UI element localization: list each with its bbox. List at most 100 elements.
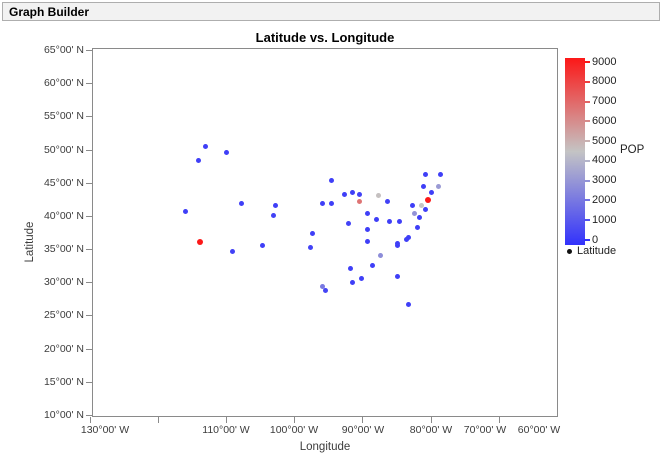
x-tick-label: 130°00' W [80,424,130,436]
data-point[interactable] [435,183,441,189]
data-point[interactable] [350,190,356,196]
y-tick-label: 50°00' N [43,143,84,156]
y-tick-mark [86,249,92,251]
data-point[interactable] [356,191,362,197]
data-point[interactable] [364,238,370,244]
data-point[interactable] [345,220,351,226]
data-point[interactable] [356,199,362,205]
data-point[interactable] [365,227,371,233]
y-tick-label: 35°00' N [43,243,84,256]
legend-tick-label: 0 [592,233,599,246]
data-point[interactable] [307,244,313,250]
data-point[interactable] [328,177,334,183]
legend-tick-mark [584,100,590,103]
data-point[interactable] [419,202,425,208]
legend-tick-mark [584,179,590,182]
data-point[interactable] [410,202,416,208]
data-point[interactable] [387,218,393,224]
legend-tick-mark [584,159,590,162]
y-tick-mark [86,282,92,284]
legend-tick-label: 3000 [592,174,617,187]
legend-tick-mark [584,140,590,143]
data-point[interactable] [322,287,328,293]
data-point[interactable] [420,184,426,190]
data-point[interactable] [376,193,382,199]
data-point[interactable] [428,189,434,195]
y-tick-mark [86,315,92,317]
data-point[interactable] [319,201,325,207]
chart-title: Latitude vs. Longitude [255,30,395,45]
x-tick-mark [362,417,364,423]
x-tick-mark [89,417,91,423]
data-point[interactable] [196,158,202,164]
x-tick-mark [498,417,500,423]
data-point[interactable] [377,253,383,259]
data-point[interactable] [271,213,277,219]
data-point[interactable] [422,171,428,177]
x-tick-mark [226,417,228,423]
x-tick-label: 90°00' W [341,424,385,436]
data-point[interactable] [406,302,412,308]
data-point[interactable] [202,143,208,149]
data-point[interactable] [197,238,204,245]
data-point[interactable] [238,201,244,207]
data-point[interactable] [182,209,188,215]
data-point[interactable] [364,211,370,217]
y-tick-mark [86,83,92,85]
data-point[interactable] [404,236,410,242]
y-tick-mark [86,49,92,51]
window-title: Graph Builder [9,4,90,19]
data-point[interactable] [259,243,265,249]
data-point[interactable] [223,149,229,155]
legend-tick-label: 7000 [592,95,617,108]
legend-latitude-label: Latitude [577,245,617,257]
data-point[interactable] [369,263,375,269]
legend-tick-mark [584,80,590,83]
data-point[interactable] [359,275,365,281]
y-tick-mark [86,116,92,118]
y-tick-label: 20°00' N [43,342,84,355]
outline-title-bar[interactable]: Graph Builder [2,2,660,21]
data-point[interactable] [329,201,335,207]
x-tick-mark [294,417,296,423]
y-tick-label: 15°00' N [43,375,84,388]
x-tick-label: 80°00' W [409,424,453,436]
data-point[interactable] [412,210,418,216]
y-tick-mark [86,215,92,217]
x-axis-title: Longitude [299,441,351,453]
x-tick-label: 60°00' W [517,424,561,436]
y-tick-mark [86,415,92,416]
data-point[interactable] [273,202,279,208]
data-point[interactable] [417,215,423,221]
data-point[interactable] [347,265,353,271]
y-tick-label: 40°00' N [43,209,84,222]
data-point[interactable] [415,224,421,230]
y-tick-label: 10°00' N [43,409,84,421]
data-point[interactable] [424,196,431,203]
pop-gradient-legend[interactable] [565,58,585,245]
y-axis-title: Latitude [24,221,36,263]
data-point[interactable] [438,172,444,178]
x-tick-mark [430,417,432,423]
data-point[interactable] [394,274,400,280]
data-point[interactable] [397,219,403,225]
legend-tick-label: 4000 [592,154,617,167]
data-point[interactable] [349,280,355,286]
legend-tick-mark [584,219,590,222]
legend-tick-mark [584,199,590,202]
plot-area[interactable] [92,48,558,417]
data-point[interactable] [229,249,235,255]
data-point[interactable] [394,240,400,246]
data-point[interactable] [342,192,348,198]
legend-tick-label: 8000 [592,75,617,88]
data-point[interactable] [385,199,391,205]
data-point[interactable] [310,230,316,236]
legend-pop-title: POP [620,144,645,156]
data-point[interactable] [422,206,428,212]
y-tick-label: 55°00' N [43,110,84,123]
y-tick-mark [86,149,92,151]
legend-latitude-item[interactable]: Latitude [564,244,616,258]
data-point[interactable] [319,284,325,290]
data-point[interactable] [374,217,380,223]
legend-tick-mark [584,120,590,123]
